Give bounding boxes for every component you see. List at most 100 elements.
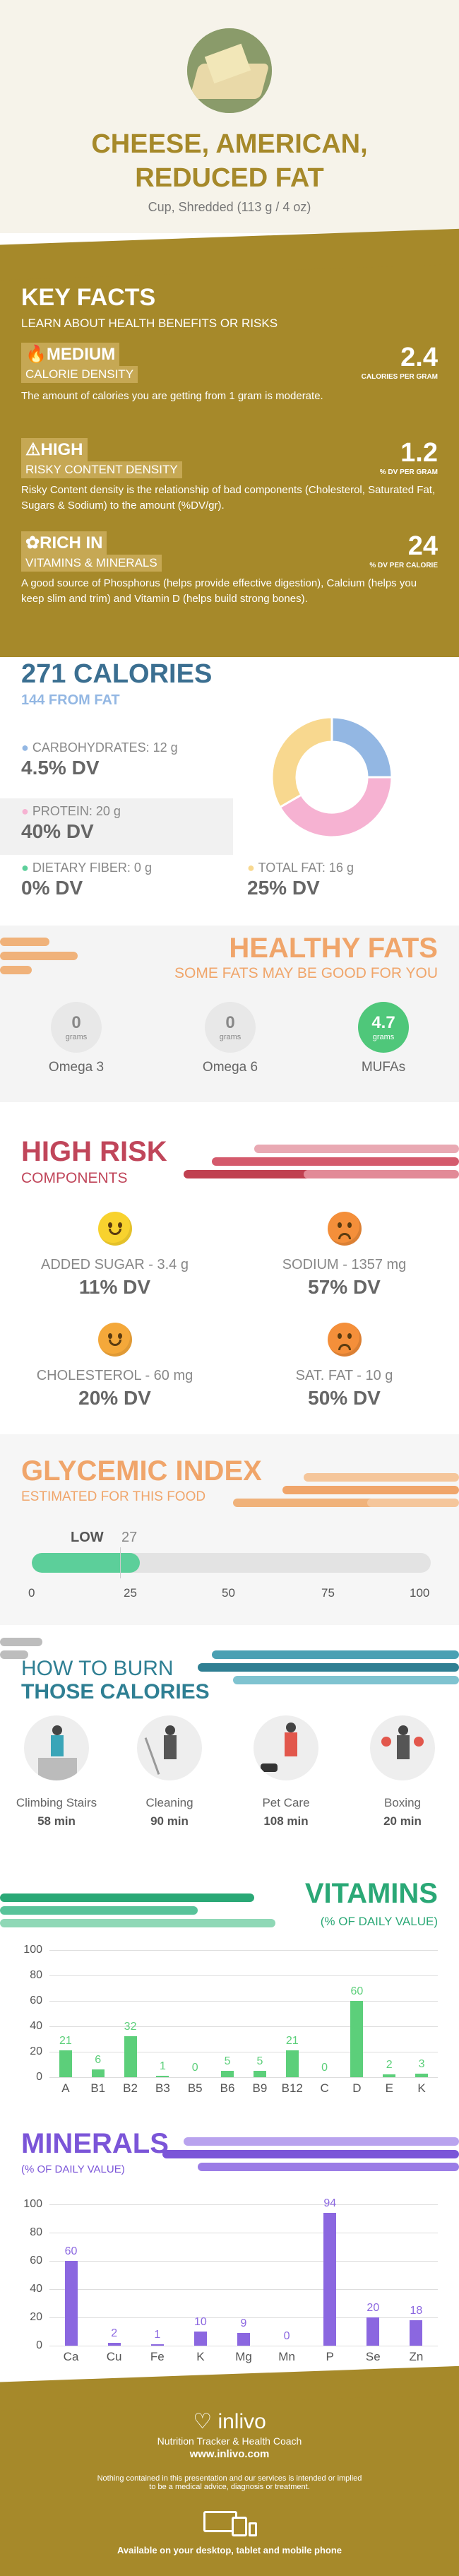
protein-dv: 40% DV	[21, 820, 94, 842]
x-tick-label: B3	[155, 2081, 170, 2095]
sodium-label: SODIUM - 1357 mg	[282, 1257, 407, 1272]
risky-content-unit: % DV PER GRAM	[379, 468, 438, 476]
bar-value-label: 0	[321, 2062, 328, 2074]
grid-line	[49, 2317, 438, 2318]
gi-tick-100: 100	[410, 1586, 430, 1600]
burn-title-line2: THOSE CALORIES	[21, 1680, 210, 1703]
bar-value-label: 0	[191, 2062, 198, 2074]
x-tick-label: A	[61, 2081, 70, 2095]
calorie-density-value: 2.4	[400, 343, 438, 372]
cleaning-time: 90 min	[150, 1814, 189, 1828]
y-tick-label: 80	[30, 1969, 42, 1981]
calorie-density-label: CALORIE DENSITY	[21, 366, 138, 383]
macro-donut-chart	[270, 716, 393, 839]
x-tick-label: C	[320, 2081, 329, 2095]
flame-icon: 🔥	[25, 345, 47, 364]
page-title-line1: CHEESE, AMERICAN,	[91, 129, 368, 159]
gi-tick-0: 0	[28, 1586, 35, 1600]
burn-section: HOW TO BURN THOSE CALORIES Climbing Stai…	[0, 1625, 459, 1893]
minerals-chart: 0 20 40 60 80 100 60 Ca 2 Cu 1 Fe 10 K 9 Mg 0 Mn 94 P 20 Se 18…	[14, 2197, 445, 2367]
grid-line	[49, 2026, 438, 2027]
calorie-density-unit: CALORIES PER GRAM	[361, 373, 438, 381]
climbing-stairs-time: 58 min	[37, 1814, 76, 1828]
omega3-value: 0	[71, 1013, 81, 1032]
x-tick-label: Ca	[63, 2350, 79, 2363]
bar-Ca	[64, 2261, 78, 2346]
omega6-label: Omega 6	[202, 1060, 258, 1075]
devices-icon	[198, 2511, 261, 2536]
y-tick-label: 60	[30, 1995, 42, 2007]
protein-label: PROTEIN: 20 g	[32, 804, 121, 818]
pet-care-icon	[254, 1715, 318, 1780]
bar-B2	[124, 2036, 137, 2077]
carbs-label: CARBOHYDRATES: 12 g	[32, 740, 178, 755]
donut-slice-carbs	[330, 716, 393, 779]
omega3-label: Omega 3	[48, 1060, 105, 1075]
frown-face-icon	[327, 1323, 362, 1357]
mufa-label: MUFAs	[361, 1060, 406, 1075]
omega6-unit: grams	[219, 1033, 242, 1041]
brand-url[interactable]: www.inlivo.com	[189, 2448, 270, 2460]
x-tick-label: B1	[90, 2081, 106, 2095]
grid-line	[49, 2077, 438, 2078]
bar-value-label: 6	[95, 2054, 102, 2067]
bar-D	[350, 2001, 364, 2077]
x-tick-label: B12	[281, 2081, 303, 2095]
mufa-unit: grams	[372, 1033, 395, 1041]
y-tick-label: 40	[30, 2020, 42, 2032]
brand-tagline: Nutrition Tracker & Health Coach	[157, 2435, 302, 2447]
grid-line	[49, 1950, 438, 1951]
fat-label: TOTAL FAT: 16 g	[258, 861, 354, 875]
bar-value-label: 0	[283, 2330, 290, 2342]
x-tick-label: Fe	[150, 2350, 165, 2363]
bar-Se	[366, 2317, 380, 2346]
glycemic-title: GLYCEMIC INDEX	[21, 1455, 262, 1487]
healthy-fats-title: HEALTHY FATS	[229, 933, 438, 964]
calories-title: 271 CALORIES	[21, 659, 213, 689]
vitamins-minerals-label: VITAMINS & MINERALS	[21, 555, 162, 572]
vitamins-section: VITAMINS (% OF DAILY VALUE) 0 20 40 60 80 100…	[0, 1851, 459, 2113]
cholesterol-label: CHOLESTEROL - 60 mg	[36, 1368, 193, 1383]
bar-value-label: 1	[159, 2060, 166, 2073]
x-tick-label: Cu	[106, 2350, 122, 2363]
food-image	[187, 28, 272, 113]
gi-tick-75: 75	[321, 1586, 335, 1600]
cholesterol-dv: 20% DV	[78, 1387, 151, 1409]
x-tick-label: Mg	[235, 2350, 252, 2363]
bar-B3	[156, 2076, 169, 2077]
smile-face-icon	[97, 1212, 132, 1246]
bar-B6	[221, 2071, 234, 2077]
healthy-fats-section: HEALTHY FATS SOME FATS MAY BE GOOD FOR Y…	[0, 926, 459, 1102]
bar-value-label: 3	[418, 2057, 425, 2070]
y-tick-label: 100	[23, 1944, 42, 1956]
calories-section: 271 CALORIES 144 FROM FAT ● CARBOHYDRATE…	[0, 657, 459, 926]
x-tick-label: Se	[365, 2350, 381, 2363]
protein-dot: ●	[21, 804, 29, 818]
calorie-density-desc: The amount of calories you are getting f…	[21, 390, 323, 402]
brand-name: inlivo	[217, 2410, 266, 2433]
bar-value-label: 1	[154, 2329, 161, 2341]
bar-B9	[253, 2071, 266, 2077]
key-facts: KEY FACTS LEARN ABOUT HEALTH BENEFITS OR…	[0, 228, 459, 657]
vitamins-minerals-desc: A good source of Phosphorus (helps provi…	[21, 577, 417, 605]
glycemic-fill	[32, 1553, 140, 1573]
pet-care-label: Pet Care	[262, 1796, 310, 1809]
warning-icon: ⚠	[25, 440, 41, 459]
minerals-section: MINERALS (% OF DAILY VALUE) 0 20 40 60 80 100…	[0, 2113, 459, 2388]
pet-care-time: 108 min	[263, 1814, 309, 1828]
sodium-dv: 57% DV	[308, 1276, 381, 1298]
vitamins-minerals-unit: % DV PER CALORIE	[369, 562, 438, 569]
disclaimer-line2: to be a medical advice, diagnosis or tre…	[149, 2483, 310, 2491]
donut-slice-protein	[278, 776, 393, 839]
fiber-dot: ●	[21, 861, 29, 875]
x-tick-label: K	[417, 2081, 426, 2095]
x-tick-label: B5	[187, 2081, 203, 2095]
grid-line	[49, 2261, 438, 2262]
risk-level: HIGH	[40, 440, 83, 459]
bar-value-label: 32	[124, 2021, 137, 2033]
bar-value-label: 2	[386, 2059, 393, 2072]
boxing-icon	[370, 1715, 435, 1780]
carbs-dv: 4.5% DV	[21, 757, 100, 779]
bar-value-label: 20	[366, 2302, 380, 2314]
mufa-value: 4.7	[371, 1013, 395, 1032]
